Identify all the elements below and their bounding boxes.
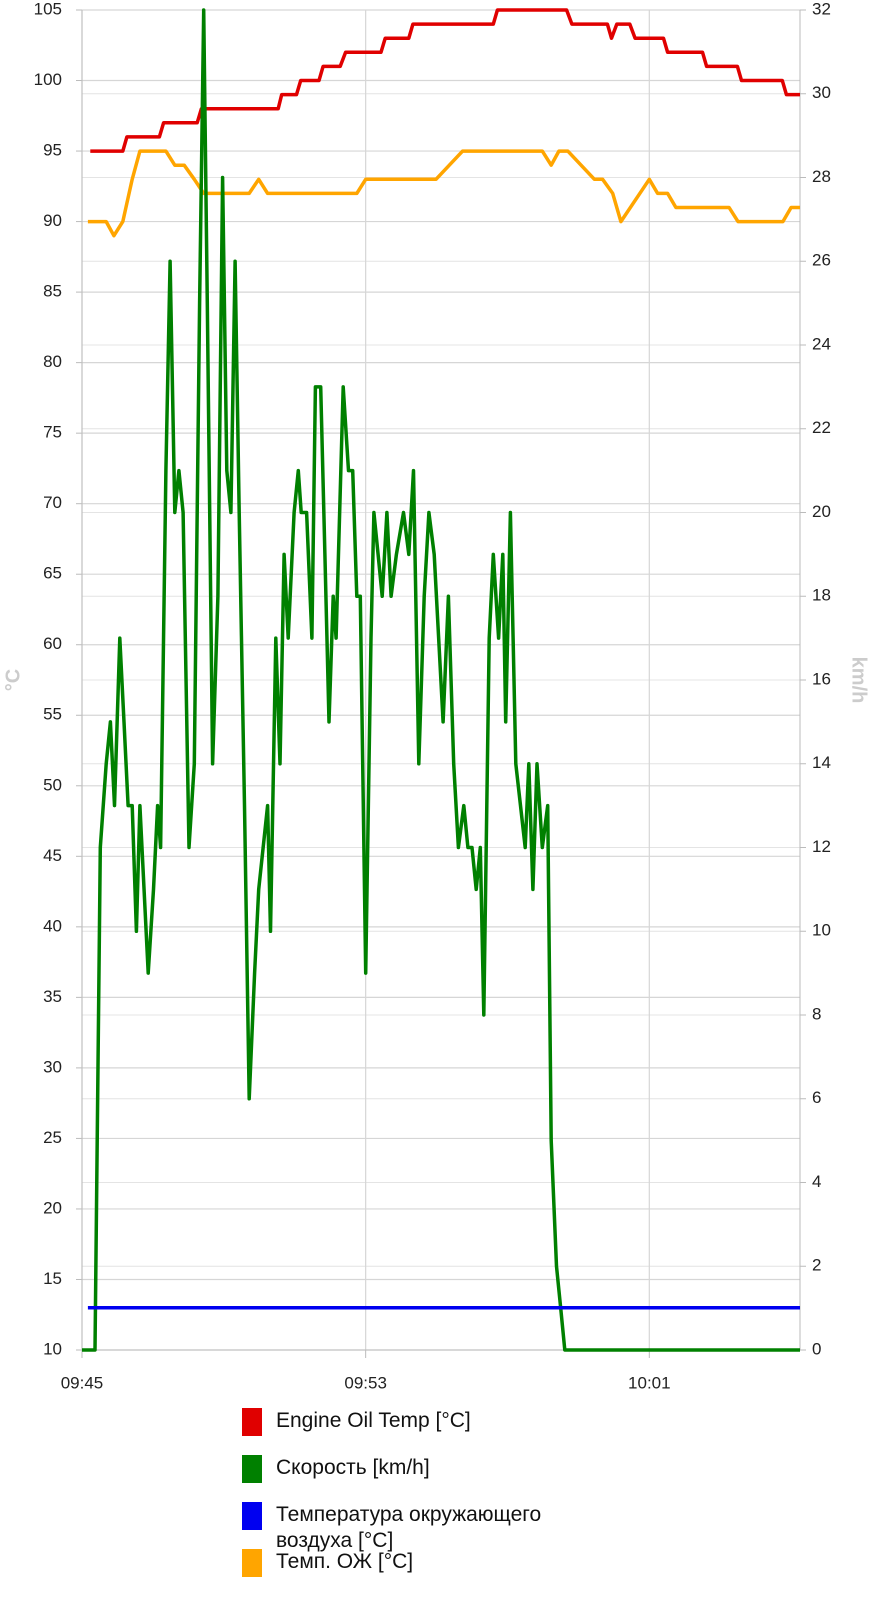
legend-label: Engine Oil Temp [°C] — [276, 1409, 471, 1432]
y-tick-label: 50 — [43, 775, 62, 794]
legend-label: Скорость [km/h] — [276, 1456, 430, 1479]
y-tick-label: 90 — [43, 211, 62, 230]
y2-tick-label: 14 — [812, 753, 831, 772]
y-tick-label: 15 — [43, 1269, 62, 1288]
y-tick-label: 55 — [43, 705, 62, 724]
legend-label: Темп. ОЖ [°C] — [276, 1550, 414, 1573]
legend-item[interactable]: Температура окружающего воздуха [°C] — [242, 1494, 662, 1552]
y2-tick-label: 26 — [812, 251, 831, 270]
y2-tick-label: 18 — [812, 586, 831, 605]
y-tick-label: 65 — [43, 564, 62, 583]
y-tick-label: 75 — [43, 423, 62, 442]
legend-swatch — [242, 1549, 262, 1577]
chart: °C km/h 02468101214161820222426283032101… — [2, 0, 870, 1392]
y-tick-label: 10 — [43, 1339, 62, 1358]
y2-tick-label: 20 — [812, 502, 831, 521]
y2-tick-label: 30 — [812, 83, 831, 102]
y2-axis-label: km/h — [848, 657, 870, 704]
y2-tick-label: 12 — [812, 837, 831, 856]
y-tick-label: 40 — [43, 916, 62, 935]
y2-tick-label: 24 — [812, 334, 831, 353]
legend-item[interactable]: Темп. ОЖ [°C] — [242, 1541, 662, 1588]
y-tick-label: 85 — [43, 282, 62, 301]
y-tick-label: 105 — [34, 0, 62, 18]
y2-tick-label: 16 — [812, 669, 831, 688]
y-tick-label: 95 — [43, 141, 62, 160]
y2-tick-label: 2 — [812, 1256, 821, 1275]
y-tick-label: 20 — [43, 1198, 62, 1217]
y-axis-label: °C — [2, 669, 24, 691]
legend-swatch — [242, 1455, 262, 1483]
y2-tick-label: 6 — [812, 1088, 821, 1107]
y2-tick-label: 10 — [812, 921, 831, 940]
legend-item[interactable]: Engine Oil Temp [°C] — [242, 1400, 662, 1447]
legend: Engine Oil Temp [°C] Скорость [km/h] Темпе… — [242, 1400, 662, 1588]
y-tick-label: 35 — [43, 987, 62, 1006]
x-tick-label: 09:45 — [61, 1373, 104, 1392]
legend-swatch — [242, 1408, 262, 1436]
y-tick-label: 80 — [43, 352, 62, 371]
y-tick-label: 100 — [34, 70, 62, 89]
y2-tick-label: 32 — [812, 0, 831, 18]
series-line — [87, 149, 800, 238]
y-tick-label: 70 — [43, 493, 62, 512]
x-tick-label: 09:53 — [344, 1373, 387, 1392]
legend-item[interactable]: Скорость [km/h] — [242, 1447, 662, 1494]
series-line — [82, 8, 800, 1352]
x-tick-label: 10:01 — [628, 1373, 671, 1392]
y-tick-label: 30 — [43, 1057, 62, 1076]
y-tick-label: 25 — [43, 1128, 62, 1147]
y-tick-label: 45 — [43, 846, 62, 865]
y2-tick-label: 28 — [812, 167, 831, 186]
y-tick-label: 60 — [43, 634, 62, 653]
legend-label: Температура окружающего воздуха [°C] — [276, 1503, 542, 1552]
y2-tick-label: 22 — [812, 418, 831, 437]
y2-tick-label: 4 — [812, 1172, 821, 1191]
y2-tick-label: 8 — [812, 1004, 821, 1023]
y2-tick-label: 0 — [812, 1339, 821, 1358]
legend-swatch — [242, 1502, 262, 1530]
